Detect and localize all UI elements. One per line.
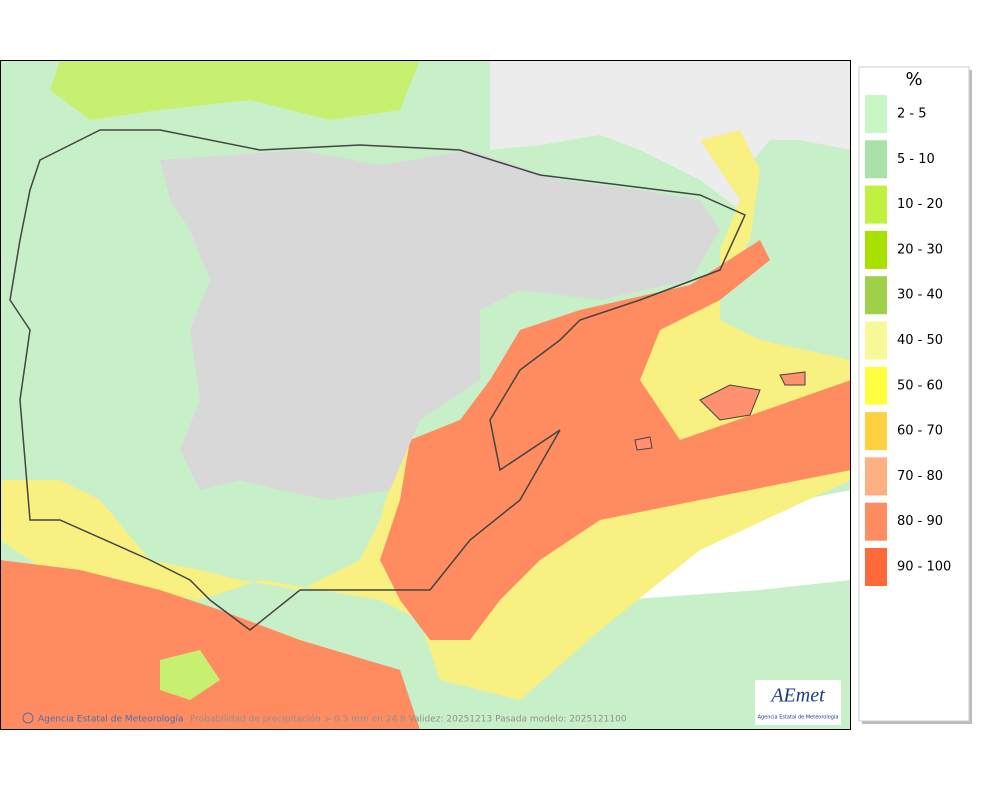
legend-title: % [905,69,922,90]
legend-swatch [865,548,887,586]
logo: AEmet [769,685,825,707]
land-relief [160,150,720,500]
precip-area [380,240,851,640]
precip-area [160,650,220,700]
legend-swatch [865,502,887,541]
logo-subtitle: Agencia Estatal de Meteorología [758,714,839,721]
precip-area [0,560,420,730]
france [490,60,851,210]
legend-label: 80 - 90 [897,514,943,529]
legend-label: 30 - 40 [897,288,943,303]
legend-label: 20 - 30 [897,242,943,257]
legend-swatch [865,95,887,133]
credit: Agencia Estatal de Meteorología [38,715,184,725]
map [0,60,851,730]
legend-label: 90 - 100 [897,560,951,575]
coastline [9,129,746,631]
legend-label: 60 - 70 [897,424,943,439]
legend-label: 40 - 50 [897,333,943,348]
legend-label: 10 - 20 [897,197,943,212]
precip-area [0,130,851,700]
legend-label: 5 - 10 [897,152,935,167]
legend-swatch [865,412,887,451]
legend-swatch [865,366,887,405]
legend-label: 70 - 80 [897,469,943,484]
legend-swatch [865,457,887,496]
legend-swatch [865,140,887,179]
legend-label: 2 - 5 [897,107,927,122]
precip-area [50,60,420,120]
legend-swatch [865,321,887,360]
caption: Probabilidad de precipitación > 0.5 mm e… [190,714,627,725]
copyright-icon [22,712,34,724]
logo-box [755,680,841,725]
legend-swatch [865,276,887,315]
map-frame [0,60,851,730]
legend-items: 2 - 5 5 - 10 10 - 20 20 - 30 30 - 40 40 - 50 5… [865,95,951,586]
legend-swatch [865,185,887,224]
legend-label: 50 - 60 [897,378,943,393]
islands [634,371,806,451]
legend-swatch [865,230,887,269]
